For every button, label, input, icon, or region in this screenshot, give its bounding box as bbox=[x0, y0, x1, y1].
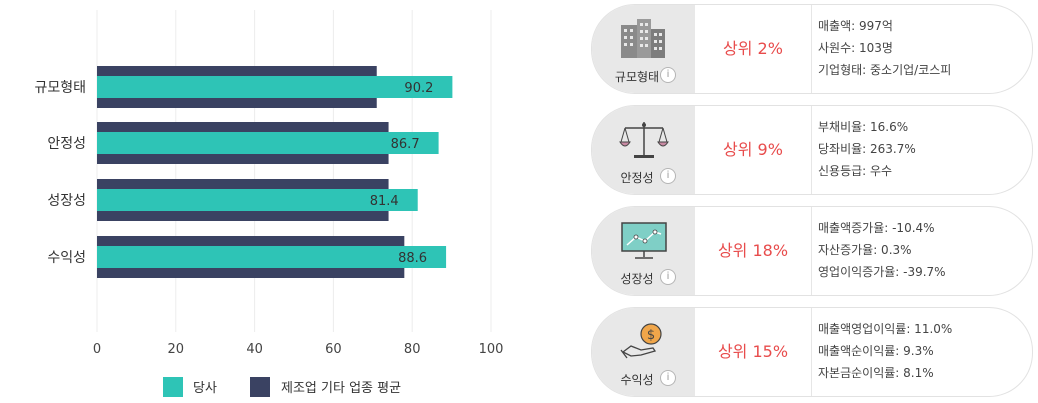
category-label: 성장성 bbox=[47, 193, 86, 209]
card-category: 규모형태 bbox=[614, 70, 660, 84]
detail-line: 매출액영업이익률: 11.0% bbox=[818, 322, 953, 336]
legend-swatch bbox=[163, 377, 183, 397]
detail-line: 자본금순이익률: 8.1% bbox=[818, 366, 934, 380]
company-bar bbox=[97, 189, 418, 211]
detail-line: 매출액증가율: -10.4% bbox=[818, 221, 935, 235]
svg-text:$: $ bbox=[647, 328, 655, 343]
monitor-chart-icon bbox=[621, 222, 667, 259]
category-label: 규모형태 bbox=[34, 80, 86, 96]
legend-swatch bbox=[250, 377, 270, 397]
card-divider bbox=[811, 106, 812, 194]
detail-line: 영업이익증가율: -39.7% bbox=[818, 265, 946, 279]
card-profitability: $ 수익성 i 상위 15% 매출액영업이익률: 11.0% 매출액순이익률: … bbox=[591, 307, 1033, 397]
company-bar bbox=[97, 246, 447, 268]
card-category: 성장성 bbox=[620, 272, 654, 286]
info-icon[interactable]: i bbox=[660, 370, 676, 386]
bar-value-label: 81.4 bbox=[370, 194, 399, 209]
detail-line: 당좌비율: 263.7% bbox=[818, 142, 916, 156]
info-icon[interactable]: i bbox=[660, 168, 676, 184]
card-growth: 성장성 i 상위 18% 매출액증가율: -10.4% 자산증가율: 0.3% … bbox=[591, 206, 1033, 296]
card-details: 매출액증가율: -10.4% 자산증가율: 0.3% 영업이익증가율: -39.… bbox=[818, 217, 946, 283]
card-details: 매출액영업이익률: 11.0% 매출액순이익률: 9.3% 자본금순이익률: 8… bbox=[818, 318, 952, 384]
x-tick-label: 100 bbox=[479, 342, 504, 357]
building-icon bbox=[621, 19, 665, 58]
detail-line: 자산증가율: 0.3% bbox=[818, 243, 912, 257]
bar-value-label: 86.7 bbox=[391, 137, 420, 152]
detail-line: 부채비율: 16.6% bbox=[818, 120, 909, 134]
card-divider bbox=[811, 207, 812, 295]
x-tick-label: 60 bbox=[325, 342, 342, 357]
card-icon-area: 안정성 i bbox=[592, 106, 695, 194]
legend-label: 제조업 기타 업종 평균 bbox=[281, 381, 401, 396]
card-category: 수익성 bbox=[620, 373, 654, 387]
bar-value-label: 88.6 bbox=[398, 251, 427, 266]
card-rank: 상위 15% bbox=[717, 342, 789, 361]
scale-icon bbox=[619, 122, 669, 158]
card-stability: 안정성 i 상위 9% 부채비율: 16.6% 당좌비율: 263.7% 신용등… bbox=[591, 105, 1033, 195]
bar-chart: 0 20 40 60 80 100 90.2 규모형태 86.7 안정성 81.4 성장성 88.6 수익… bbox=[34, 10, 504, 397]
card-rank: 상위 2% bbox=[723, 39, 783, 58]
x-tick-label: 40 bbox=[246, 342, 263, 357]
info-icon[interactable]: i bbox=[660, 67, 676, 83]
coin-hand-icon: $ bbox=[620, 323, 662, 359]
company-bar bbox=[97, 132, 439, 154]
card-divider bbox=[811, 5, 812, 93]
card-details: 매출액: 997억 사원수: 103명 기업형태: 중소기업/코스피 bbox=[818, 15, 951, 81]
x-tick-label: 20 bbox=[168, 342, 185, 357]
detail-line: 매출액순이익률: 9.3% bbox=[818, 344, 934, 358]
x-tick-label: 0 bbox=[93, 342, 101, 357]
card-divider bbox=[811, 308, 812, 396]
card-icon-area: 규모형태 i bbox=[592, 5, 695, 93]
card-rank: 상위 9% bbox=[723, 140, 783, 159]
card-rank: 상위 18% bbox=[717, 241, 789, 260]
card-scale: 규모형태 i 상위 2% 매출액: 997억 사원수: 103명 기업형태: 중… bbox=[591, 4, 1033, 94]
bar-value-label: 90.2 bbox=[404, 81, 433, 96]
card-details: 부채비율: 16.6% 당좌비율: 263.7% 신용등급: 우수 bbox=[818, 116, 916, 182]
card-icon-area: 성장성 i bbox=[592, 207, 695, 295]
detail-line: 신용등급: 우수 bbox=[818, 164, 893, 178]
category-label: 안정성 bbox=[47, 136, 86, 152]
detail-line: 사원수: 103명 bbox=[818, 41, 893, 55]
detail-line: 매출액: 997억 bbox=[818, 19, 893, 33]
company-bar bbox=[97, 76, 453, 98]
card-icon-area: $ 수익성 i bbox=[592, 308, 695, 396]
x-tick-label: 80 bbox=[404, 342, 421, 357]
info-icon[interactable]: i bbox=[660, 269, 676, 285]
detail-line: 기업형태: 중소기업/코스피 bbox=[818, 63, 952, 77]
category-label: 수익성 bbox=[47, 250, 86, 266]
legend-label: 당사 bbox=[193, 381, 217, 396]
card-category: 안정성 bbox=[620, 171, 654, 185]
